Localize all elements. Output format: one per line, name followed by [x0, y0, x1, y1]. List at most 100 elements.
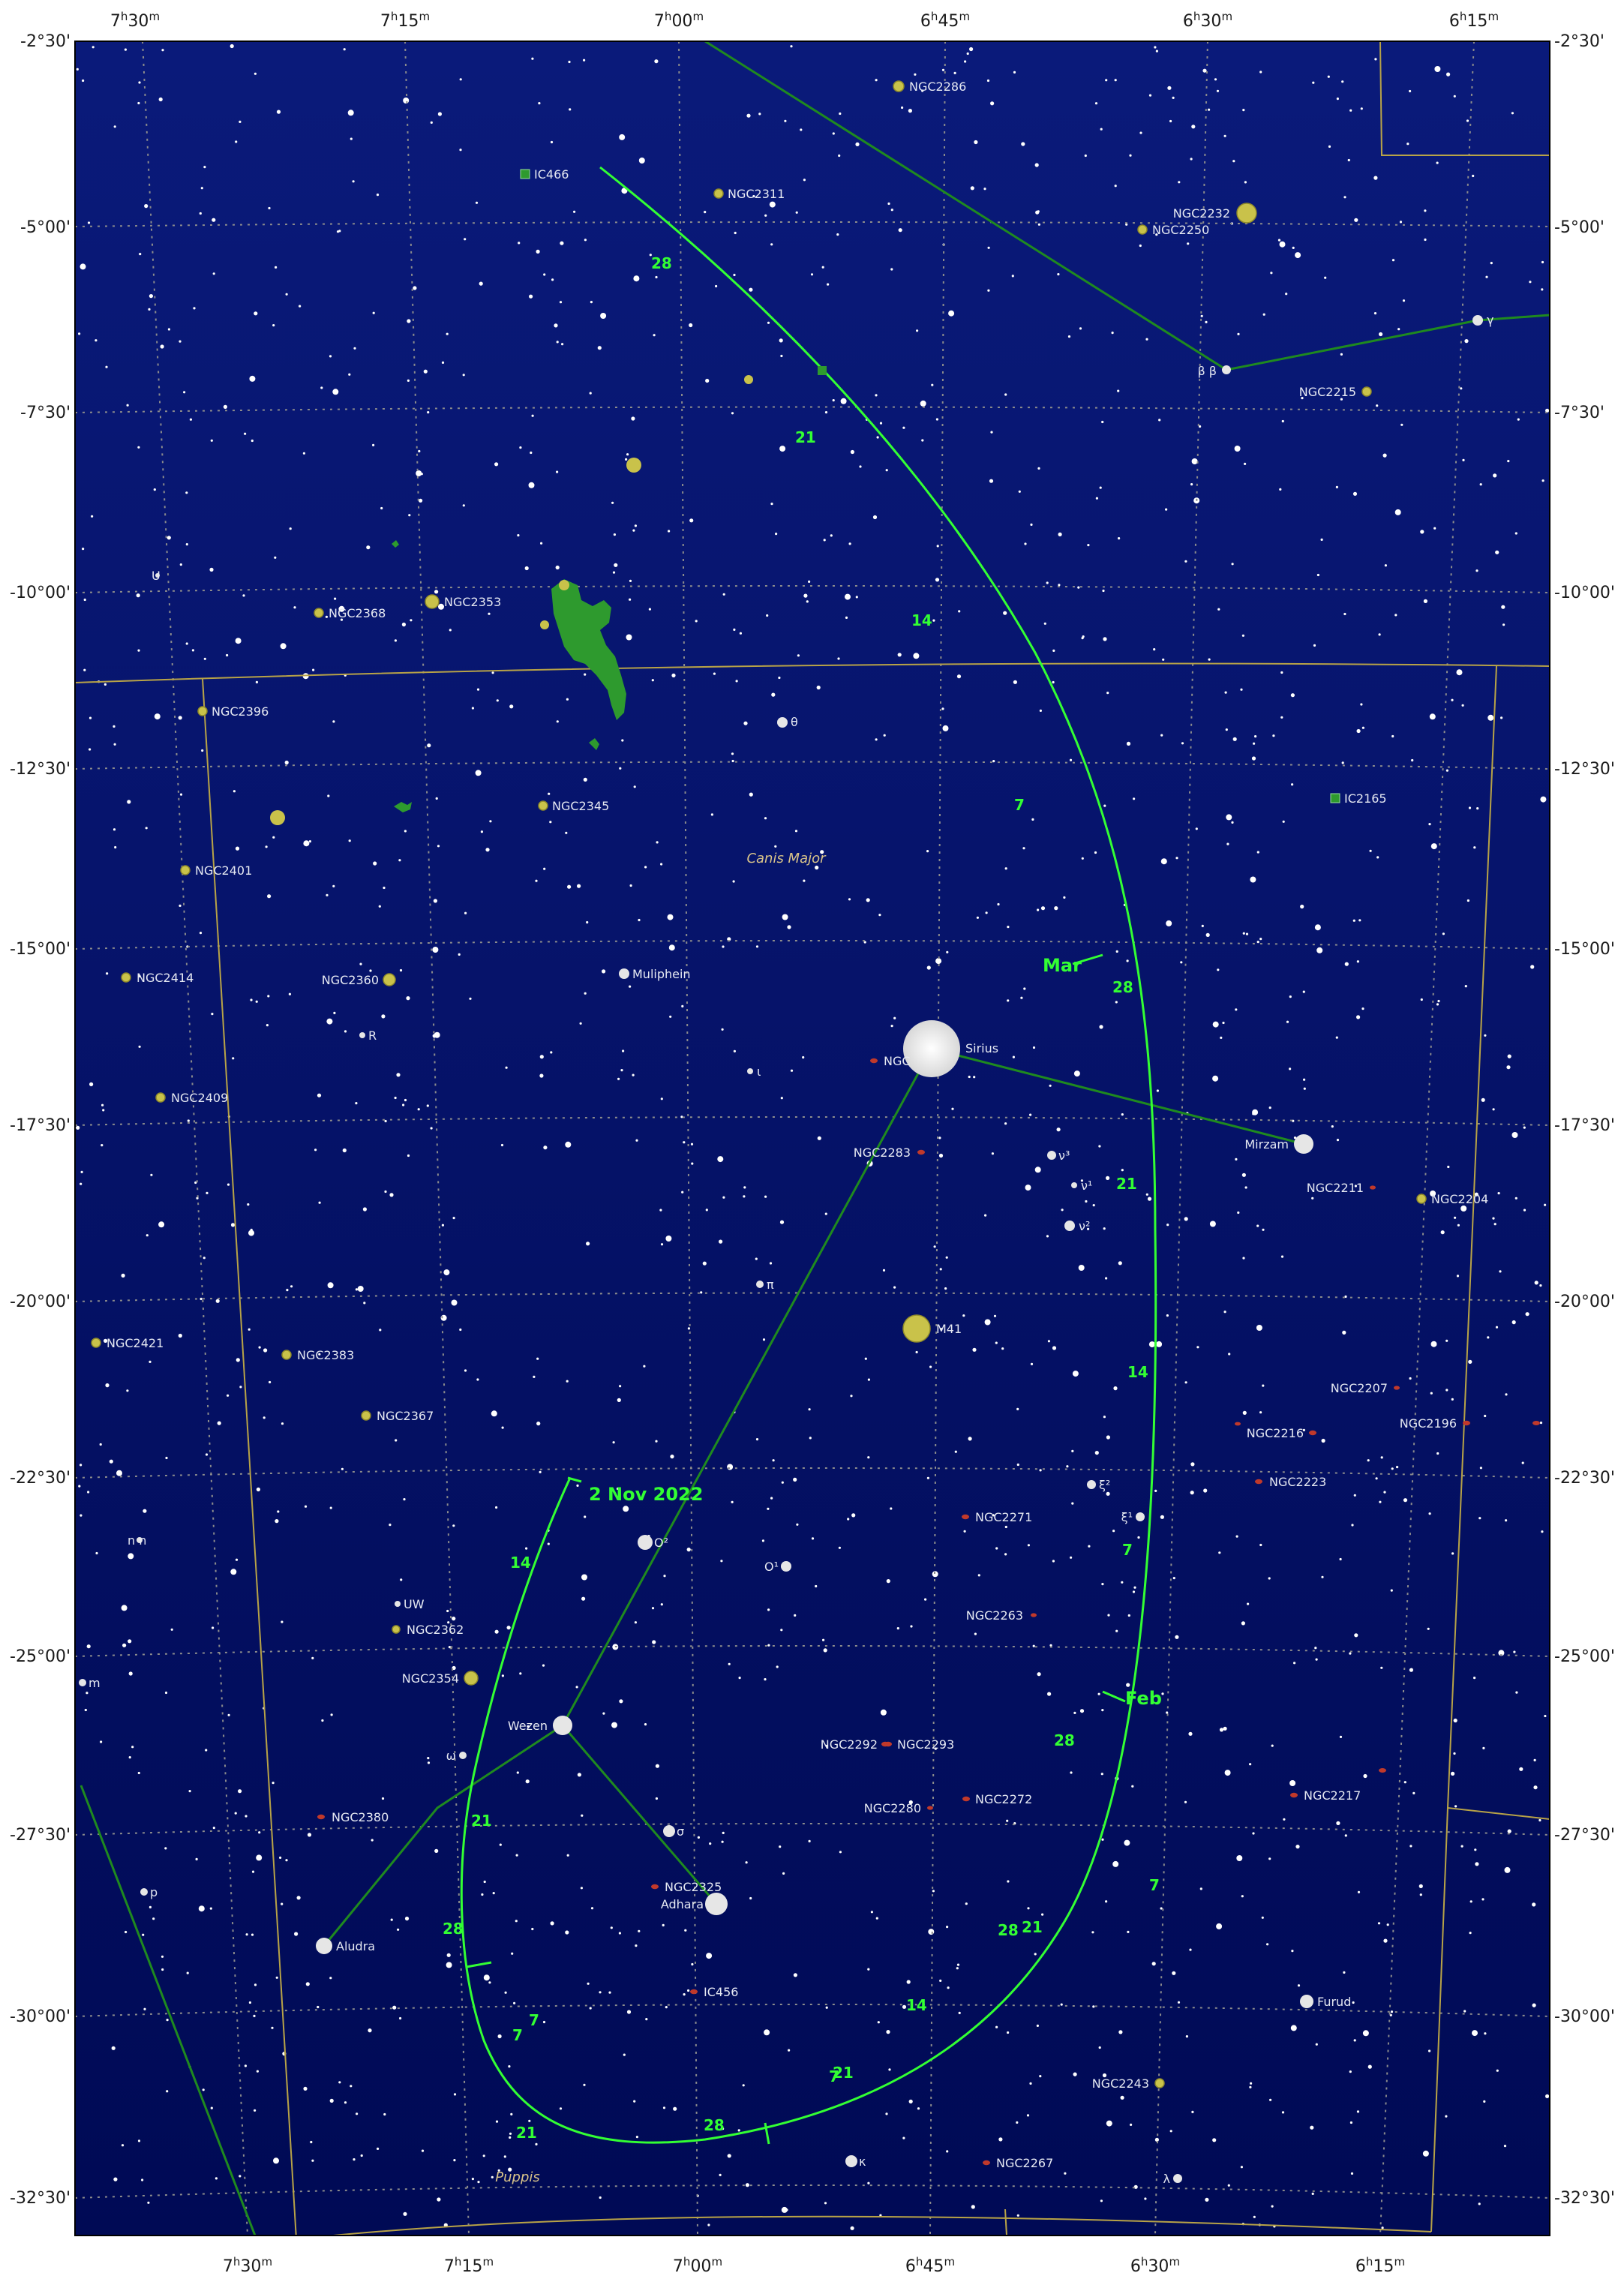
star-wezen[interactable] [553, 1716, 572, 1735]
galaxy-ngc2211[interactable] [1370, 1185, 1376, 1190]
background-star [1088, 1545, 1091, 1548]
star-xi1[interactable] [1136, 1512, 1145, 1521]
star-mirzam[interactable] [1294, 1134, 1313, 1154]
galaxy-ngc2217[interactable] [1290, 1792, 1298, 1798]
star-omicron2[interactable] [638, 1535, 653, 1550]
galaxy-ngc2280[interactable] [927, 1806, 933, 1810]
galaxy-ngc2325[interactable] [651, 1884, 659, 1890]
star-kappa[interactable] [845, 2155, 857, 2167]
path-day-label: 21 [1116, 1175, 1137, 1193]
galaxy-ngc2216[interactable] [1309, 1430, 1316, 1436]
background-star [1343, 196, 1346, 199]
background-star [655, 1440, 658, 1443]
galaxy-ngc2271[interactable] [962, 1514, 969, 1520]
star-nu3[interactable] [1047, 1151, 1056, 1160]
background-star [870, 1911, 873, 1914]
background-star [1166, 1224, 1169, 1227]
cluster-ngc2409[interactable] [155, 1092, 166, 1103]
background-star [1237, 1211, 1240, 1215]
cluster-ngc2383[interactable] [281, 1350, 292, 1360]
star-label: ν¹ [1081, 1179, 1092, 1193]
cluster-ngc2368[interactable] [314, 608, 324, 618]
star-m[interactable] [79, 1679, 86, 1686]
star-muliphein[interactable] [619, 968, 629, 979]
cluster-m41[interactable] [902, 1314, 931, 1343]
cluster-ngc2204[interactable] [1416, 1194, 1427, 1204]
star-gamma[interactable] [1472, 315, 1483, 326]
cluster-ngc2311[interactable] [713, 188, 724, 199]
galaxy-ngc2380[interactable] [317, 1814, 325, 1820]
cluster-ngc2243[interactable] [1154, 2078, 1165, 2088]
cluster[interactable] [540, 620, 549, 629]
background-star [1507, 1829, 1511, 1833]
galaxy-ngc2207[interactable] [1394, 1386, 1400, 1390]
star-omicron1[interactable] [781, 1561, 791, 1572]
background-star [1098, 2046, 1101, 2049]
galaxy-ngc2293[interactable] [884, 1741, 892, 1747]
cluster[interactable] [744, 375, 753, 384]
cluster-ngc2360[interactable] [383, 973, 396, 986]
star-adhara[interactable] [705, 1893, 728, 1915]
cluster[interactable] [559, 580, 569, 590]
cluster-ngc2362[interactable] [392, 1625, 401, 1634]
star-beta[interactable] [1222, 365, 1231, 374]
background-star [581, 1814, 584, 1817]
cluster-ngc2354[interactable] [464, 1671, 479, 1686]
background-star [1016, 2121, 1019, 2124]
background-star [584, 1515, 587, 1518]
star-iota[interactable] [747, 1068, 753, 1074]
cluster-ngc2250[interactable] [1137, 224, 1148, 235]
cluster-ngc2345[interactable] [538, 800, 548, 811]
cluster-ngc2367[interactable] [361, 1410, 371, 1421]
star-p[interactable] [140, 1888, 148, 1896]
star-sigma[interactable] [663, 1825, 675, 1837]
cluster-ngc2215[interactable] [1361, 386, 1372, 397]
galaxy-ngc2196[interactable] [1463, 1420, 1470, 1426]
star-furud[interactable] [1300, 1995, 1313, 2008]
galaxy-ngc2263[interactable] [1031, 1613, 1037, 1617]
cluster[interactable] [270, 810, 285, 825]
star-omega[interactable] [459, 1752, 467, 1759]
star-lambda[interactable] [1173, 2174, 1182, 2183]
background-star [1046, 581, 1049, 584]
background-star [764, 1195, 767, 1198]
background-star [543, 867, 546, 870]
star-sirius[interactable] [903, 1020, 960, 1077]
background-star [515, 1854, 518, 1857]
star-r[interactable] [359, 1032, 365, 1038]
galaxy-ngc[interactable] [870, 1058, 878, 1064]
nebula-ic2165[interactable] [1330, 793, 1340, 803]
galaxy-ic456[interactable] [690, 1989, 698, 1995]
cluster-ngc2401[interactable] [180, 865, 191, 875]
cluster-ngc2414[interactable] [121, 972, 131, 983]
star-u[interactable] [155, 573, 160, 578]
galaxy[interactable] [1379, 1768, 1386, 1773]
nebula-ic466[interactable] [520, 169, 530, 179]
cluster-ngc2286[interactable] [893, 80, 905, 92]
galaxy[interactable] [1532, 1421, 1540, 1425]
background-star [236, 1358, 240, 1362]
star-aludra[interactable] [316, 1938, 332, 1954]
background-star [348, 373, 351, 376]
cluster-ngc2421[interactable] [91, 1338, 101, 1348]
star-n[interactable] [137, 1537, 143, 1543]
background-star [1189, 1948, 1192, 1951]
star-pi[interactable] [756, 1281, 764, 1288]
cluster-ngc2353[interactable] [425, 594, 440, 609]
background-star [1184, 1217, 1188, 1221]
galaxy-ngc2272[interactable] [962, 1796, 970, 1802]
star-nu1[interactable] [1071, 1182, 1077, 1188]
background-star [126, 404, 129, 407]
star-nu2[interactable] [1064, 1221, 1075, 1231]
galaxy[interactable] [1235, 1422, 1241, 1426]
star-xi2[interactable] [1087, 1480, 1096, 1489]
star-uw[interactable] [395, 1601, 401, 1607]
cluster-ngc2232[interactable] [1236, 203, 1257, 224]
star-theta[interactable] [777, 717, 788, 728]
cluster[interactable] [626, 458, 641, 473]
cluster-ngc2396[interactable] [197, 706, 208, 716]
nebula[interactable] [818, 366, 827, 375]
galaxy-ngc2283[interactable] [917, 1149, 925, 1155]
galaxy-ngc2223[interactable] [1255, 1479, 1262, 1485]
galaxy-ngc2267[interactable] [983, 2160, 990, 2166]
